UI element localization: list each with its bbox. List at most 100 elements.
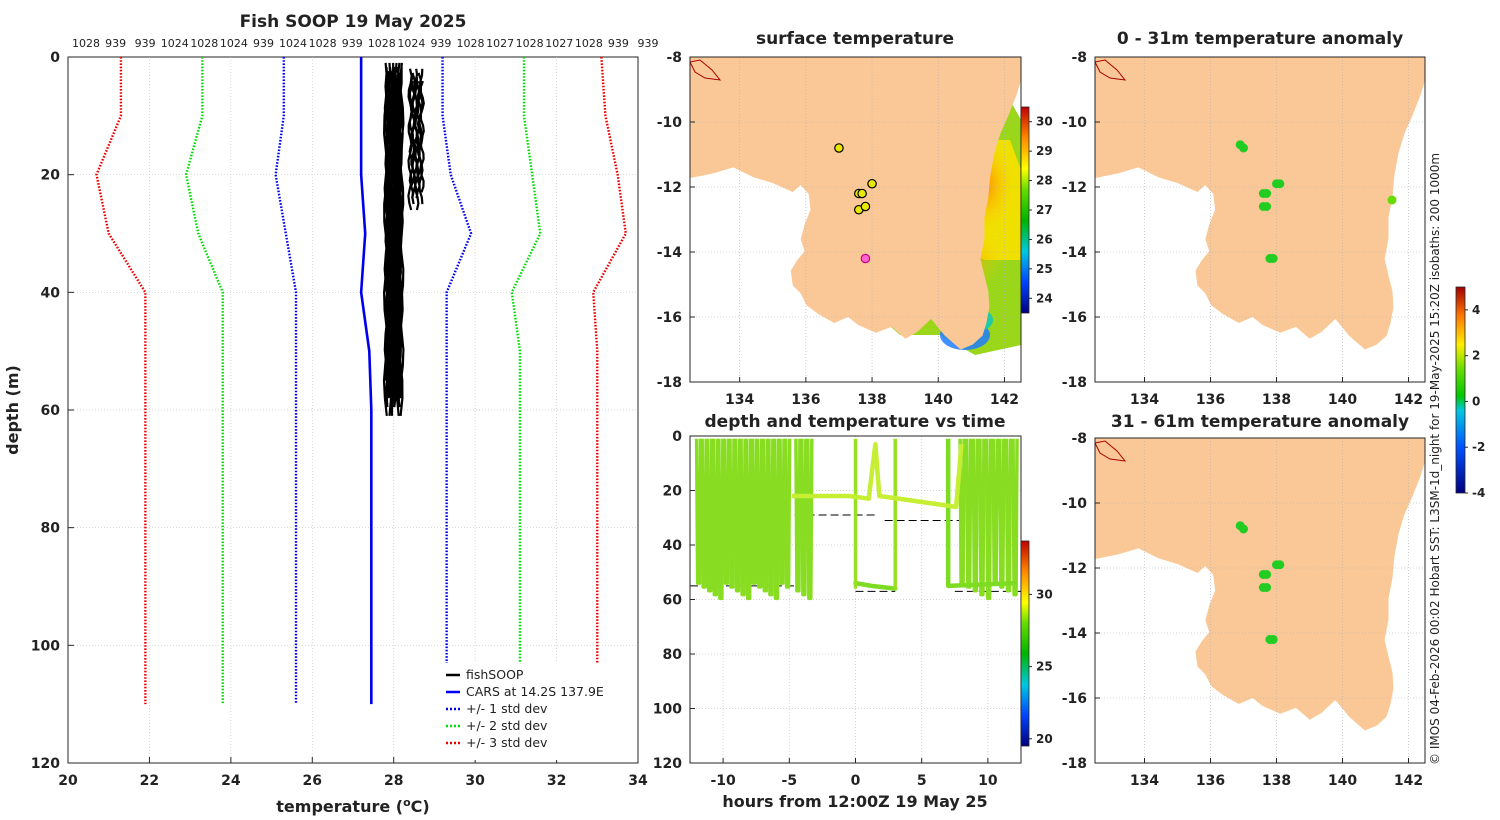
timeseries-dive-trace (700, 438, 708, 589)
anomaly-bottom-gridlines (1095, 438, 1425, 763)
timeseries-dive-trace (717, 438, 725, 601)
timeseries-y-tick-label: 20 (663, 484, 683, 500)
anomaly-colorbar-tick-label: 2 (1472, 349, 1480, 363)
profile-density-label: 939 (638, 37, 659, 50)
sst-colorbar-tick-label: 28 (1036, 174, 1053, 188)
anomaly-bottom-title: 31 - 61m temperature anomaly (1111, 412, 1409, 432)
sst-station-marker (867, 178, 877, 189)
timeseries-colorbar-tick-label: 30 (1036, 587, 1053, 601)
timeseries-x-label: hours from 12:00Z 19 May 25 (722, 792, 987, 811)
profile-density-labels: 1028 939 939 1024 1028 1024 939 1024 1028 939 1028… (72, 37, 659, 50)
profile-density-label: 939 (342, 37, 363, 50)
profile-y-ticks: 0 20 40 60 80 100 120 (31, 50, 74, 772)
timeseries-dive-trace (1011, 438, 1019, 597)
anomaly-top-y-tick-label: -14 (1062, 245, 1088, 261)
profile-y-tick-label: 20 (41, 168, 61, 184)
timeseries-shallow-tow (791, 441, 964, 510)
sst-colorbar-tick-label: 25 (1036, 262, 1053, 276)
legend-label-fishsoop: fishSOOP (466, 667, 524, 682)
anomaly-colorbar-tick-label: 0 (1472, 394, 1480, 408)
profile-x-tick-label: 32 (547, 773, 566, 789)
timeseries-dive-trace (705, 438, 714, 593)
sst-gridlines (690, 57, 1021, 382)
anomaly-bottom-y-ticks: -8 -10 -12 -14 -16 -18 (1062, 431, 1100, 772)
anomaly-bottom-points (1235, 521, 1285, 644)
profile-density-label: 1028 (368, 37, 396, 50)
timeseries-dive-trace (767, 438, 775, 597)
sst-map-title: surface temperature (756, 29, 954, 49)
legend-label-std2: +/- 2 std dev (466, 718, 548, 733)
timeseries-dive-trace (778, 438, 786, 585)
profile-density-label: 1028 (72, 37, 100, 50)
timeseries-y-ticks: 0 20 40 60 80 100 120 (653, 429, 695, 772)
profile-x-label: temperature (oC) (276, 796, 429, 817)
timeseries-y-tick-label: 60 (663, 593, 683, 609)
sst-x-ticks: 134 136 138 140 142 (725, 377, 1019, 408)
profile-y-tick-label: 60 (41, 403, 61, 419)
profile-density-label: 1027 (545, 37, 573, 50)
anomaly-top-title: 0 - 31m temperature anomaly (1117, 29, 1403, 49)
sst-y-tick-label: -10 (657, 115, 683, 131)
anomaly-top-y-tick-label: -10 (1062, 115, 1088, 131)
sst-x-tick-label: 140 (924, 392, 953, 408)
legend-label-std3: +/- 3 std dev (466, 735, 548, 750)
sst-y-tick-label: -16 (657, 310, 682, 326)
anomaly-top-y-tick-label: -18 (1062, 375, 1087, 391)
timeseries-y-tick-label: 0 (672, 429, 682, 445)
profile-x-tick-label: 20 (58, 773, 78, 789)
timeseries-colorbar-tick-label: 20 (1036, 732, 1053, 746)
timeseries-dive-trace (739, 438, 747, 597)
sst-colorbar-ticks: 30 29 28 27 26 25 24 (1029, 115, 1053, 305)
sst-station-marker (860, 253, 871, 264)
profile-y-tick-label: 80 (41, 521, 61, 537)
profile-density-label: 1024 (220, 37, 248, 50)
anomaly-bottom-y-tick-label: -14 (1062, 626, 1088, 642)
anomaly-top-point (1239, 143, 1248, 153)
profile-x-tick-label: 22 (140, 773, 159, 789)
anomaly-bottom-axes-box (1094, 437, 1426, 764)
sst-x-tick-label: 136 (791, 392, 820, 408)
anomaly-bottom-point (1275, 560, 1285, 570)
sst-station-marker (834, 143, 844, 153)
profile-title: Fish SOOP 19 May 2025 (240, 12, 467, 32)
timeseries-dive-trace (800, 438, 808, 597)
sst-x-tick-label: 138 (857, 392, 886, 408)
profile-series (95, 56, 628, 705)
profile-x-tick-label: 24 (221, 773, 241, 789)
anomaly-top-y-tick-label: -12 (1062, 180, 1087, 196)
anomaly-bottom-point (1262, 583, 1272, 592)
timeseries-dive-trace (806, 438, 814, 601)
sst-x-tick-label: 134 (725, 392, 754, 408)
profile-line--1-std-dev-high- (441, 57, 473, 705)
timeseries-dive-trace (756, 438, 764, 589)
profile-line-cars-at-14-2s-137-9e (359, 57, 373, 705)
timeseries-panel: -10 -5 0 5 10 0 20 40 60 80 100 120 depth and temp… (653, 412, 1053, 811)
profile-y-tick-label: 100 (31, 638, 60, 654)
timeseries-bottom-track (945, 438, 1018, 589)
timeseries-x-tick-label: 10 (978, 773, 998, 789)
anomaly-bottom-point (1268, 635, 1278, 644)
anomaly-top-x-tick-label: 142 (1394, 392, 1423, 408)
profile-x-tick-label: 28 (384, 773, 403, 789)
sst-field (690, 57, 1021, 382)
profile-density-label: 1028 (190, 37, 218, 50)
profile-panel: 20 22 24 26 28 30 32 34 0 20 40 60 80 100 120 1028 939… (3, 12, 659, 816)
timeseries-bottom-track (853, 580, 898, 591)
sst-colorbar (1020, 106, 1030, 314)
legend-label-cars: CARS at 14.2S 137.9E (466, 684, 604, 699)
sst-y-tick-label: -8 (666, 50, 682, 66)
timeseries-y-tick-label: 40 (663, 538, 683, 554)
anomaly-bottom-y-tick-label: -12 (1062, 561, 1087, 577)
timeseries-title: depth and temperature vs time (705, 412, 1006, 432)
sst-y-tick-label: -12 (657, 180, 682, 196)
anomaly-bottom-point (1239, 524, 1248, 534)
timeseries-dive-trace (761, 438, 770, 593)
anomaly-bottom-y-tick-label: -10 (1062, 496, 1088, 512)
anomaly-bottom-y-tick-label: -16 (1062, 691, 1087, 707)
sst-y-ticks: -8 -10 -12 -14 -16 -18 (657, 50, 695, 391)
profile-line--2-std-dev-low- (184, 57, 224, 705)
anomaly-top-point (1275, 179, 1285, 189)
sst-y-tick-label: -18 (657, 375, 682, 391)
profile-density-label: 1028 (309, 37, 337, 50)
